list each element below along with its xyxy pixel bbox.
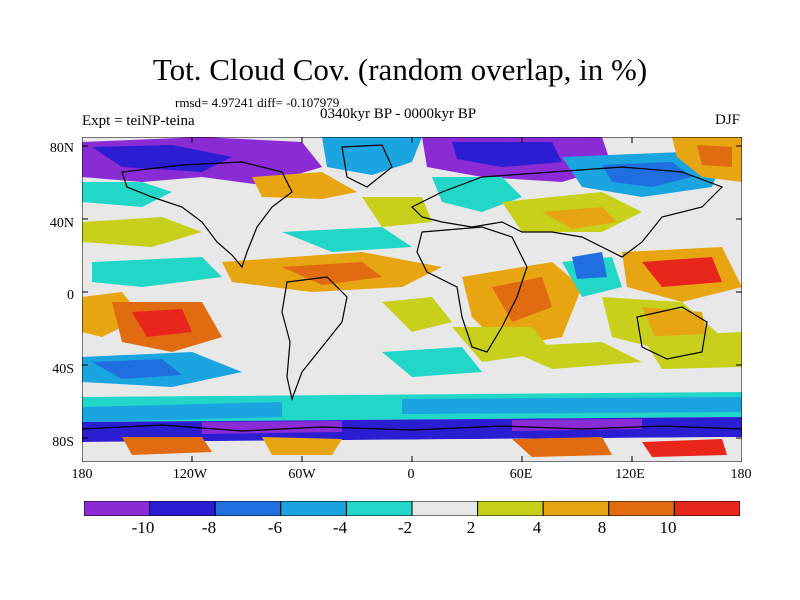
colorbar-swatch bbox=[411, 501, 479, 516]
colorbar-label: -6 bbox=[267, 518, 283, 537]
colorbar-label: 8 bbox=[597, 518, 607, 537]
colorbar-swatch bbox=[608, 501, 675, 516]
lon-label-120e: 120E bbox=[615, 467, 645, 482]
colorbar-label: 2 bbox=[466, 518, 476, 537]
coastlines bbox=[82, 144, 742, 432]
anomaly-field bbox=[82, 137, 742, 462]
lat-label-40s: 40S bbox=[52, 362, 74, 377]
lon-label-60w: 60W bbox=[288, 467, 316, 482]
colorbar-label: -2 bbox=[397, 518, 413, 537]
lat-label-0: 0 bbox=[67, 288, 74, 303]
colorbar-swatch bbox=[345, 501, 413, 516]
colorbar-label: -10 bbox=[131, 518, 155, 537]
colorbar-swatch bbox=[149, 501, 216, 516]
colorbar-label: 10 bbox=[659, 518, 677, 537]
stats-label: rmsd= 4.97241 diff= -0.107979 bbox=[175, 95, 340, 110]
cloud-cover-map bbox=[82, 137, 742, 462]
lon-label-0: 0 bbox=[407, 467, 415, 482]
lat-label-80n: 80N bbox=[49, 141, 74, 156]
lon-label-60e: 60E bbox=[509, 467, 533, 482]
lat-label-40n: 40N bbox=[49, 216, 74, 231]
colorbar-swatch bbox=[477, 501, 544, 516]
season-label: DJF bbox=[714, 112, 740, 128]
colorbar-swatch bbox=[84, 501, 151, 516]
experiment-label: Expt = teiNP-teina bbox=[82, 113, 195, 129]
colorbar-label: 4 bbox=[532, 518, 542, 537]
colorbar-label: -8 bbox=[201, 518, 217, 537]
colorbar-swatch bbox=[214, 501, 282, 516]
colorbar-swatch bbox=[542, 501, 610, 516]
period-label: 0340kyr BP - 0000kyr BP bbox=[320, 106, 477, 122]
lon-label-180w: 180 bbox=[71, 467, 93, 482]
colorbar-swatch bbox=[673, 501, 740, 516]
colorbar-swatch bbox=[280, 501, 347, 516]
axis-ticks bbox=[82, 137, 742, 462]
lon-label-120w: 120W bbox=[172, 467, 208, 482]
lat-label-80s: 80S bbox=[52, 435, 74, 450]
colorbar bbox=[84, 501, 740, 516]
plot-title: Tot. Cloud Cov. (random overlap, in %) bbox=[152, 52, 648, 87]
colorbar-label: -4 bbox=[332, 518, 348, 537]
lon-label-180e: 180 bbox=[730, 467, 752, 482]
